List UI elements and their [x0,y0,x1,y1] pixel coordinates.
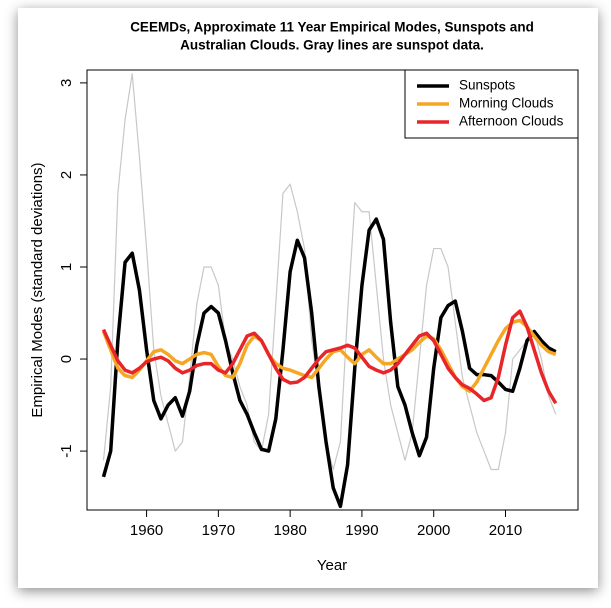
y-tick-label: 3 [58,79,75,87]
legend-label: Morning Clouds [459,96,554,111]
y-tick-label: 2 [58,171,75,179]
x-tick-label: 2000 [417,522,450,539]
y-tick-label: 0 [58,355,75,363]
series-line [101,318,557,394]
x-tick-label: 1960 [130,522,163,539]
chart-subtitle: Australian Clouds. Gray lines are sunspo… [180,38,484,53]
legend-label: Sunspots [459,78,516,93]
y-tick-label: -1 [58,444,75,457]
legend-label: Afternoon Clouds [459,114,564,129]
series-line [101,309,558,405]
x-tick-label: 1980 [273,522,306,539]
y-axis-label: Empirical Modes (standard deviations) [29,162,46,417]
plot-frame [86,69,579,511]
x-axis-label: Year [317,557,347,574]
chart-title: CEEMDs, Approximate 11 Year Empirical Mo… [130,20,534,35]
x-tick-label: 1970 [202,522,235,539]
y-tick-label: 1 [58,263,75,271]
x-tick-label: 1990 [345,522,378,539]
x-tick-label: 2010 [489,522,522,539]
